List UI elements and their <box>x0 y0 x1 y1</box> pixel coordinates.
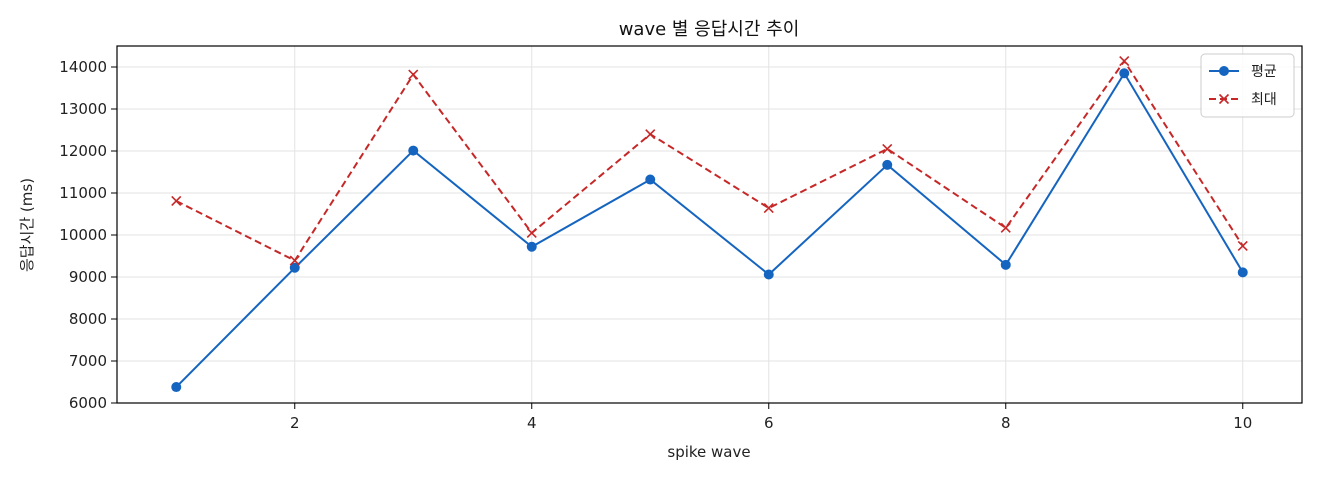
axis-ticks: 2 4 6 8 10 6000 7000 8000 9000 10000 11000 12000 130… <box>59 58 1252 432</box>
data-point <box>526 227 537 238</box>
data-point <box>408 145 419 156</box>
data-point <box>882 159 893 170</box>
grid <box>117 46 1302 404</box>
y-tick-label: 11000 <box>59 184 107 202</box>
legend-marker <box>1219 66 1229 76</box>
data-point <box>882 143 893 154</box>
data-point <box>1237 240 1248 251</box>
data-point <box>171 195 182 207</box>
data-point <box>171 382 182 393</box>
data-point <box>1119 56 1130 67</box>
y-tick-label: 14000 <box>59 58 107 76</box>
data-point <box>645 129 656 140</box>
series-average <box>171 68 1248 393</box>
y-tick-label: 6000 <box>69 394 107 412</box>
y-tick-label: 9000 <box>69 268 107 286</box>
series-line <box>175 71 1244 388</box>
y-tick-label: 7000 <box>69 352 107 370</box>
x-tick-label: 10 <box>1233 414 1252 432</box>
legend-box <box>1200 53 1295 118</box>
legend-label: 평균 <box>1251 64 1277 80</box>
x-tick-label: 4 <box>527 414 537 432</box>
y-tick-label: 10000 <box>59 226 107 244</box>
series-layer <box>171 56 1248 393</box>
series-max <box>171 56 1248 266</box>
y-axis-label: 응답시간 (ms) <box>18 178 36 272</box>
y-tick-label: 8000 <box>69 310 107 328</box>
x-axis-label: spike wave <box>667 443 750 461</box>
legend-item: 평균 <box>1209 64 1277 80</box>
plot-frame <box>116 45 1303 404</box>
y-tick-label: 12000 <box>59 142 107 160</box>
chart-title: wave 별 응답시간 추이 <box>619 19 800 40</box>
series-line <box>175 59 1244 262</box>
legend-item: 최대 <box>1209 92 1277 108</box>
y-tick-label: 13000 <box>59 100 107 118</box>
legend-label: 최대 <box>1251 92 1277 108</box>
data-point <box>526 241 537 252</box>
data-point <box>763 269 774 280</box>
x-tick-label: 2 <box>290 414 300 432</box>
data-point <box>1237 267 1248 278</box>
x-tick-label: 8 <box>1001 414 1011 432</box>
data-point <box>1000 222 1011 233</box>
data-point <box>289 262 300 273</box>
data-point <box>1119 68 1130 79</box>
data-point <box>645 174 656 185</box>
data-point <box>408 69 419 80</box>
legend-marker <box>1218 93 1230 105</box>
data-point <box>1000 259 1011 270</box>
x-tick-label: 6 <box>764 414 774 432</box>
data-point <box>289 255 300 266</box>
data-point <box>763 203 774 214</box>
